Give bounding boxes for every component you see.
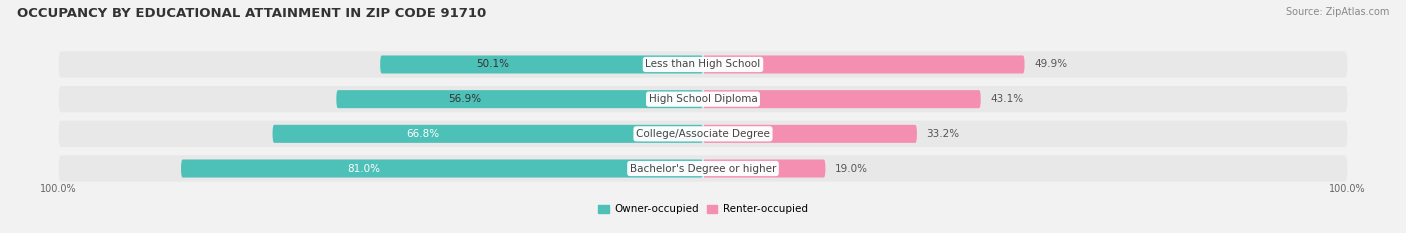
Text: 49.9%: 49.9% (1035, 59, 1067, 69)
Text: High School Diploma: High School Diploma (648, 94, 758, 104)
FancyBboxPatch shape (380, 55, 703, 73)
Text: 50.1%: 50.1% (477, 59, 509, 69)
Text: 81.0%: 81.0% (347, 164, 380, 174)
Text: Less than High School: Less than High School (645, 59, 761, 69)
Legend: Owner-occupied, Renter-occupied: Owner-occupied, Renter-occupied (595, 200, 811, 219)
Text: Bachelor's Degree or higher: Bachelor's Degree or higher (630, 164, 776, 174)
FancyBboxPatch shape (703, 55, 1025, 73)
Text: 43.1%: 43.1% (990, 94, 1024, 104)
FancyBboxPatch shape (59, 155, 1347, 182)
FancyBboxPatch shape (703, 90, 981, 108)
Text: 100.0%: 100.0% (41, 184, 77, 194)
Text: 19.0%: 19.0% (835, 164, 868, 174)
Text: 66.8%: 66.8% (406, 129, 440, 139)
FancyBboxPatch shape (59, 121, 1347, 147)
FancyBboxPatch shape (59, 51, 1347, 78)
FancyBboxPatch shape (59, 86, 1347, 112)
FancyBboxPatch shape (703, 160, 825, 178)
FancyBboxPatch shape (181, 160, 703, 178)
FancyBboxPatch shape (703, 125, 917, 143)
FancyBboxPatch shape (336, 90, 703, 108)
Text: 100.0%: 100.0% (1329, 184, 1365, 194)
Text: Source: ZipAtlas.com: Source: ZipAtlas.com (1285, 7, 1389, 17)
FancyBboxPatch shape (273, 125, 703, 143)
Text: 33.2%: 33.2% (927, 129, 960, 139)
Text: 56.9%: 56.9% (449, 94, 481, 104)
Text: College/Associate Degree: College/Associate Degree (636, 129, 770, 139)
Text: OCCUPANCY BY EDUCATIONAL ATTAINMENT IN ZIP CODE 91710: OCCUPANCY BY EDUCATIONAL ATTAINMENT IN Z… (17, 7, 486, 20)
